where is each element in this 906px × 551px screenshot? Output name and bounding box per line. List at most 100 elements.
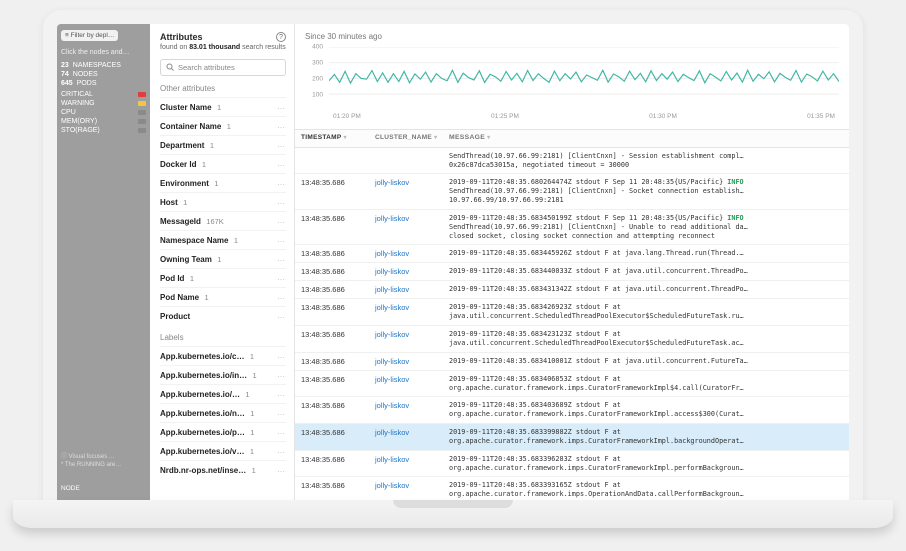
attributes-title: Attributes: [160, 32, 203, 42]
cell-message: 2019-09-11T20:48:35.683403689Z stdout F …: [449, 401, 843, 419]
filter-pill[interactable]: ≡ Filter by depl…: [61, 30, 118, 41]
table-row[interactable]: 13:48:35.686jolly-liskov2019-09-11T20:48…: [295, 299, 849, 326]
status-line: MEM(ORY): [61, 118, 146, 125]
attribute-row[interactable]: App.kubernetes.io/v… 1…: [160, 441, 286, 460]
cell-message: SendThread(10.97.66.99:2181) [ClientCnxn…: [449, 152, 843, 170]
attribute-row[interactable]: Nrdb.nr-ops.net/inse… 1…: [160, 460, 286, 479]
table-row[interactable]: 13:48:35.686jolly-liskov2019-09-11T20:48…: [295, 371, 849, 398]
log-table: TIMESTAMP▾ CLUSTER_NAME▾ MESSAGE▾ SendTh…: [295, 129, 849, 500]
stat-line: 23NAMESPACES: [61, 62, 146, 69]
search-input[interactable]: Search attributes: [160, 59, 286, 76]
table-row[interactable]: 13:48:35.686jolly-liskov2019-09-11T20:48…: [295, 353, 849, 371]
cell-message: 2019-09-11T20:48:35.683426923Z stdout F …: [449, 303, 843, 321]
cell-timestamp: 13:48:35.686: [301, 178, 375, 187]
cell-message: 2019-09-11T20:48:35.680264474Z stdout F …: [449, 178, 843, 204]
cell-message: 2019-09-11T20:48:35.683393165Z stdout F …: [449, 481, 843, 499]
background-panel: ≡ Filter by depl… Click the nodes and… 2…: [57, 24, 150, 500]
attribute-row[interactable]: App.kubernetes.io/n… 1…: [160, 403, 286, 422]
cell-cluster[interactable]: jolly-liskov: [375, 178, 449, 187]
cell-timestamp: 13:48:35.686: [301, 267, 375, 276]
table-row[interactable]: 13:48:35.686jolly-liskov2019-09-11T20:48…: [295, 326, 849, 353]
cell-message: 2019-09-11T20:48:35.683431342Z stdout F …: [449, 285, 843, 294]
section-labels: Labels: [160, 333, 286, 342]
main-content: Since 30 minutes ago 400300200100 01:20 …: [295, 24, 849, 500]
th-message[interactable]: MESSAGE▾: [449, 134, 843, 143]
cell-cluster[interactable]: jolly-liskov: [375, 330, 449, 339]
cell-cluster[interactable]: jolly-liskov: [375, 214, 449, 223]
x-axis: 01:20 PM01:25 PM01:30 PM01:35 PM: [329, 113, 839, 125]
cell-timestamp: 13:48:35.686: [301, 330, 375, 339]
table-header-row: TIMESTAMP▾ CLUSTER_NAME▾ MESSAGE▾: [295, 130, 849, 148]
table-row[interactable]: 13:48:35.686jolly-liskov2019-09-11T20:48…: [295, 397, 849, 424]
cell-message: 2019-09-11T20:48:35.683406853Z stdout F …: [449, 375, 843, 393]
cell-cluster[interactable]: jolly-liskov: [375, 455, 449, 464]
cell-timestamp: 13:48:35.686: [301, 357, 375, 366]
status-line: CRITICAL: [61, 91, 146, 98]
hint-text: Click the nodes and…: [61, 49, 146, 56]
help-icon[interactable]: ?: [276, 32, 286, 42]
table-row[interactable]: 13:48:35.686jolly-liskov2019-09-11T20:48…: [295, 477, 849, 500]
cell-message: 2019-09-11T20:48:35.683396283Z stdout F …: [449, 455, 843, 473]
cell-cluster[interactable]: jolly-liskov: [375, 375, 449, 384]
attribute-row[interactable]: Host 1…: [160, 192, 286, 211]
cell-message: 2019-09-11T20:48:35.683445926Z stdout F …: [449, 249, 843, 258]
attribute-row[interactable]: App.kubernetes.io/p… 1…: [160, 422, 286, 441]
attribute-row[interactable]: Department 1…: [160, 135, 286, 154]
attribute-row[interactable]: Owning Team 1…: [160, 249, 286, 268]
cell-message: 2019-09-11T20:48:35.683450199Z stdout F …: [449, 214, 843, 240]
attribute-row[interactable]: Namespace Name 1…: [160, 230, 286, 249]
status-line: STO(RAGE): [61, 127, 146, 134]
attribute-row[interactable]: Docker Id 1…: [160, 154, 286, 173]
y-axis: 400300200100: [305, 47, 325, 111]
th-cluster[interactable]: CLUSTER_NAME▾: [375, 134, 449, 141]
table-row[interactable]: 13:48:35.686jolly-liskov2019-09-11T20:48…: [295, 263, 849, 281]
footnotes: ⓘ Visual focuses … * The RUNNING are…: [61, 454, 146, 470]
node-label: NODE: [61, 485, 80, 492]
section-other-attributes: Other attributes: [160, 84, 286, 93]
stat-line: 645PODS: [61, 80, 146, 87]
cell-cluster[interactable]: jolly-liskov: [375, 285, 449, 294]
cell-cluster[interactable]: jolly-liskov: [375, 428, 449, 437]
cell-timestamp: 13:48:35.686: [301, 214, 375, 223]
cell-timestamp: 13:48:35.686: [301, 428, 375, 437]
cell-cluster[interactable]: jolly-liskov: [375, 357, 449, 366]
cell-timestamp: 13:48:35.686: [301, 303, 375, 312]
table-row[interactable]: 13:48:35.686jolly-liskov2019-09-11T20:48…: [295, 424, 849, 451]
attribute-row[interactable]: App.kubernetes.io/… 1…: [160, 384, 286, 403]
cell-message: 2019-09-11T20:48:35.683410001Z stdout F …: [449, 357, 843, 366]
table-row[interactable]: 13:48:35.686jolly-liskov2019-09-11T20:48…: [295, 281, 849, 299]
cell-timestamp: 13:48:35.686: [301, 401, 375, 410]
status-line: WARNING: [61, 100, 146, 107]
stat-list: 23NAMESPACES74NODES645PODS: [61, 62, 146, 87]
cell-cluster[interactable]: jolly-liskov: [375, 401, 449, 410]
cell-message: 2019-09-11T20:48:35.683399882Z stdout F …: [449, 428, 843, 446]
cell-message: 2019-09-11T20:48:35.683423123Z stdout F …: [449, 330, 843, 348]
attribute-row[interactable]: Cluster Name 1…: [160, 97, 286, 116]
attribute-row[interactable]: Product …: [160, 306, 286, 325]
table-row[interactable]: 13:48:35.686jolly-liskov2019-09-11T20:48…: [295, 210, 849, 245]
cell-cluster[interactable]: jolly-liskov: [375, 303, 449, 312]
table-row[interactable]: SendThread(10.97.66.99:2181) [ClientCnxn…: [295, 148, 849, 175]
attribute-row[interactable]: App.kubernetes.io/c… 1…: [160, 346, 286, 365]
cell-timestamp: 13:48:35.686: [301, 285, 375, 294]
search-icon: [166, 63, 174, 71]
attribute-row[interactable]: Environment 1…: [160, 173, 286, 192]
cell-cluster[interactable]: jolly-liskov: [375, 249, 449, 258]
attribute-row[interactable]: Container Name 1…: [160, 116, 286, 135]
cell-cluster[interactable]: jolly-liskov: [375, 267, 449, 276]
th-timestamp[interactable]: TIMESTAMP▾: [301, 134, 375, 141]
cell-cluster[interactable]: jolly-liskov: [375, 481, 449, 490]
table-row[interactable]: 13:48:35.686jolly-liskov2019-09-11T20:48…: [295, 174, 849, 209]
table-row[interactable]: 13:48:35.686jolly-liskov2019-09-11T20:48…: [295, 451, 849, 478]
attribute-row[interactable]: Pod Name 1…: [160, 287, 286, 306]
laptop-mockup: ≡ Filter by depl… Click the nodes and… 2…: [13, 10, 893, 540]
attribute-row[interactable]: App.kubernetes.io/in… 1…: [160, 365, 286, 384]
attribute-row[interactable]: MessageId 167K…: [160, 211, 286, 230]
chart: 400300200100 01:20 PM01:25 PM01:30 PM01:…: [305, 47, 839, 125]
table-row[interactable]: 13:48:35.686jolly-liskov2019-09-11T20:48…: [295, 245, 849, 263]
status-list: CRITICALWARNINGCPUMEM(ORY)STO(RAGE): [61, 91, 146, 134]
laptop-base: [13, 500, 893, 528]
chart-area: Since 30 minutes ago 400300200100 01:20 …: [295, 24, 849, 125]
cell-timestamp: 13:48:35.686: [301, 249, 375, 258]
attribute-row[interactable]: Pod Id 1…: [160, 268, 286, 287]
